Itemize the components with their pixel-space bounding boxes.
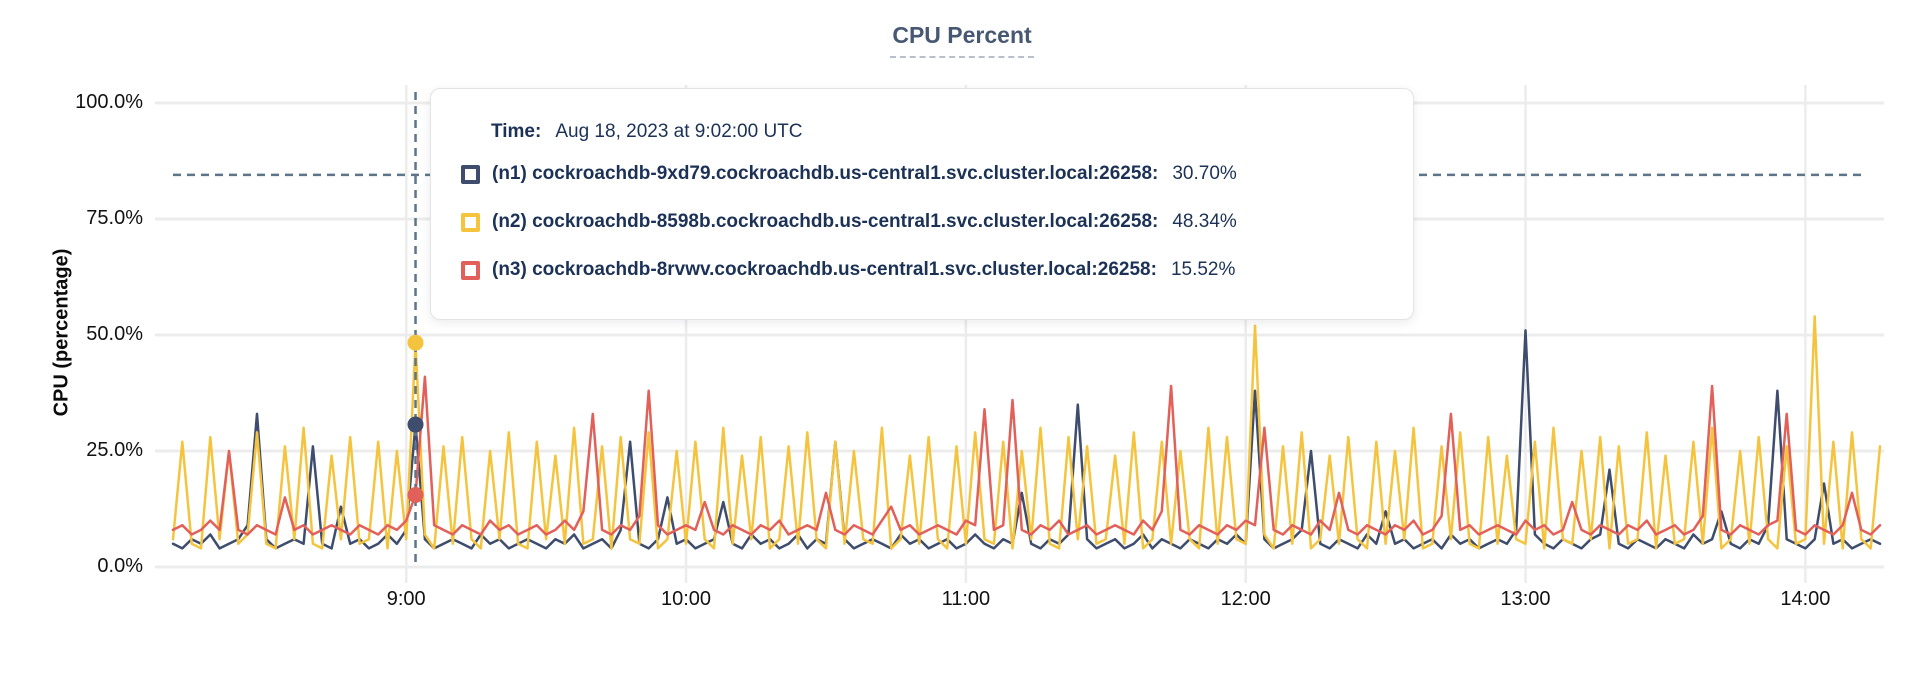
- tooltip-n2-name: (n2) cockroachdb-8598b.cockroachdb.us-ce…: [492, 211, 1159, 232]
- hover-dot-n3: [407, 486, 424, 503]
- series-n3-swatch-icon: [461, 260, 480, 280]
- series-n2-swatch-icon: [461, 212, 480, 232]
- hover-dot-n1: [407, 416, 424, 433]
- series-line-n3: [171, 375, 1882, 536]
- chart-title: CPU Percent: [0, 22, 1924, 58]
- tooltip-row-n1: (n1) cockroachdb-9xd79.cockroachdb.us-ce…: [461, 159, 1383, 189]
- series-n1-swatch-icon: [461, 164, 480, 184]
- x-tick-label: 11:00: [941, 588, 991, 610]
- y-tick-label: 25.0%: [86, 439, 143, 461]
- y-tick-label: 0.0%: [97, 555, 143, 577]
- y-tick-label: 50.0%: [86, 323, 143, 345]
- y-tick-label: 100.0%: [75, 91, 143, 113]
- hover-dot-n2: [407, 334, 424, 351]
- chart-tooltip: Time: Aug 18, 2023 at 9:02:00 UTC (n1) co…: [430, 88, 1414, 320]
- series-line-n1: [171, 329, 1882, 550]
- tooltip-row-n3: (n3) cockroachdb-8rvwv.cockroachdb.us-ce…: [461, 255, 1383, 285]
- tooltip-n2-value: 48.34%: [1172, 211, 1237, 232]
- series-line-n2: [171, 315, 1882, 550]
- tooltip-n1-name: (n1) cockroachdb-9xd79.cockroachdb.us-ce…: [492, 163, 1159, 184]
- x-tick-label: 13:00: [1500, 588, 1551, 610]
- tooltip-time-value: Aug 18, 2023 at 9:02:00 UTC: [555, 121, 803, 142]
- chart-title-text[interactable]: CPU Percent: [890, 22, 1034, 58]
- x-tick-label: 10:00: [661, 588, 712, 610]
- x-tick-label: 9:00: [386, 588, 426, 610]
- tooltip-n3-value: 15.52%: [1170, 259, 1236, 280]
- tooltip-n3-name: (n3) cockroachdb-8rvwv.cockroachdb.us-ce…: [492, 259, 1157, 280]
- x-tick-label: 12:00: [1220, 588, 1271, 610]
- y-tick-label: 75.0%: [86, 207, 143, 229]
- tooltip-time-row: Time: Aug 18, 2023 at 9:02:00 UTC: [491, 121, 1383, 143]
- tooltip-n1-value: 30.70%: [1172, 163, 1237, 184]
- tooltip-row-n2: (n2) cockroachdb-8598b.cockroachdb.us-ce…: [461, 207, 1383, 237]
- tooltip-time-label: Time:: [491, 121, 542, 142]
- x-tick-label: 14:00: [1780, 588, 1831, 610]
